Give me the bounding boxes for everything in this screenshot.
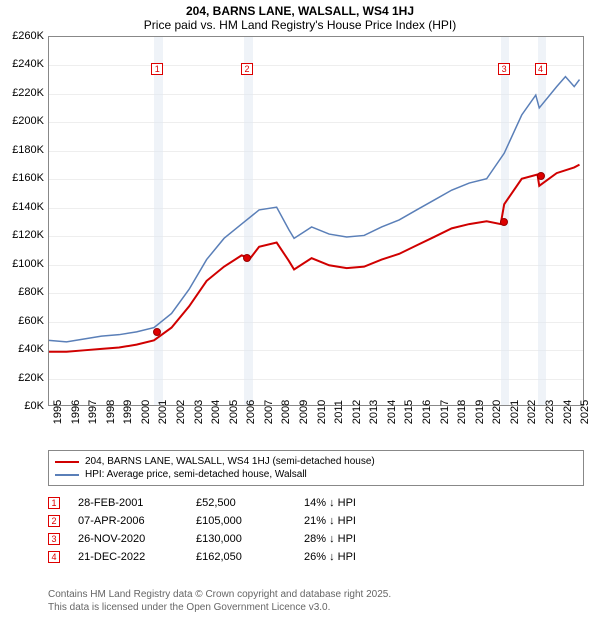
x-axis-labels: 1995199619971998199920002001200220032004…: [48, 408, 584, 448]
y-axis-tick-label: £140K: [0, 201, 44, 213]
chart-legend: 204, BARNS LANE, WALSALL, WS4 1HJ (semi-…: [48, 450, 584, 486]
y-axis-tick-label: £240K: [0, 58, 44, 70]
y-axis-tick-label: £220K: [0, 87, 44, 99]
event-marker-icon: 4: [48, 551, 60, 563]
sale-point-dot: [500, 218, 508, 226]
page-subtitle: Price paid vs. HM Land Registry's House …: [0, 18, 600, 34]
event-price: £52,500: [196, 497, 286, 509]
event-price: £162,050: [196, 551, 286, 563]
y-axis-tick-label: £200K: [0, 115, 44, 127]
event-delta: 26% ↓ HPI: [304, 551, 404, 563]
footnote-line-2: This data is licensed under the Open Gov…: [48, 601, 391, 614]
page-title: 204, BARNS LANE, WALSALL, WS4 1HJ: [0, 0, 600, 18]
event-price: £105,000: [196, 515, 286, 527]
footnote: Contains HM Land Registry data © Crown c…: [48, 588, 391, 614]
series-line-property: [49, 165, 579, 352]
legend-row: 204, BARNS LANE, WALSALL, WS4 1HJ (semi-…: [55, 455, 577, 468]
event-row: 1 28-FEB-2001 £52,500 14% ↓ HPI: [48, 494, 584, 512]
legend-swatch: [55, 461, 79, 463]
y-axis-tick-label: £260K: [0, 30, 44, 42]
sale-point-dot: [537, 172, 545, 180]
event-row: 4 21-DEC-2022 £162,050 26% ↓ HPI: [48, 548, 584, 566]
y-axis-tick-label: £180K: [0, 144, 44, 156]
legend-swatch: [55, 474, 79, 476]
legend-label: 204, BARNS LANE, WALSALL, WS4 1HJ (semi-…: [85, 456, 375, 467]
event-date: 26-NOV-2020: [78, 533, 178, 545]
event-marker-icon: 3: [48, 533, 60, 545]
sale-point-dot: [243, 254, 251, 262]
y-axis-tick-label: £100K: [0, 258, 44, 270]
event-row: 3 26-NOV-2020 £130,000 28% ↓ HPI: [48, 530, 584, 548]
legend-row: HPI: Average price, semi-detached house,…: [55, 468, 577, 481]
chart-event-marker: 1: [151, 63, 163, 75]
event-price: £130,000: [196, 533, 286, 545]
y-axis-tick-label: £20K: [0, 372, 44, 384]
chart-plot-area: 1 2 3 4: [48, 36, 584, 406]
event-row: 2 07-APR-2006 £105,000 21% ↓ HPI: [48, 512, 584, 530]
event-date: 28-FEB-2001: [78, 497, 178, 509]
events-table: 1 28-FEB-2001 £52,500 14% ↓ HPI 2 07-APR-2006…: [48, 494, 584, 566]
y-axis-tick-label: £0K: [0, 400, 44, 412]
sale-point-dot: [153, 328, 161, 336]
event-delta: 28% ↓ HPI: [304, 533, 404, 545]
y-axis-tick-label: £120K: [0, 229, 44, 241]
event-delta: 21% ↓ HPI: [304, 515, 404, 527]
chart-event-marker: 4: [535, 63, 547, 75]
event-date: 21-DEC-2022: [78, 551, 178, 563]
y-axis-tick-label: £60K: [0, 315, 44, 327]
footnote-line-1: Contains HM Land Registry data © Crown c…: [48, 588, 391, 601]
event-marker-icon: 1: [48, 497, 60, 509]
event-marker-icon: 2: [48, 515, 60, 527]
event-delta: 14% ↓ HPI: [304, 497, 404, 509]
y-axis-tick-label: £40K: [0, 343, 44, 355]
chart-event-marker: 2: [241, 63, 253, 75]
legend-label: HPI: Average price, semi-detached house,…: [85, 469, 307, 480]
series-line-hpi: [49, 77, 579, 342]
chart-event-marker: 3: [498, 63, 510, 75]
y-axis-tick-label: £80K: [0, 286, 44, 298]
y-axis-tick-label: £160K: [0, 172, 44, 184]
event-date: 07-APR-2006: [78, 515, 178, 527]
